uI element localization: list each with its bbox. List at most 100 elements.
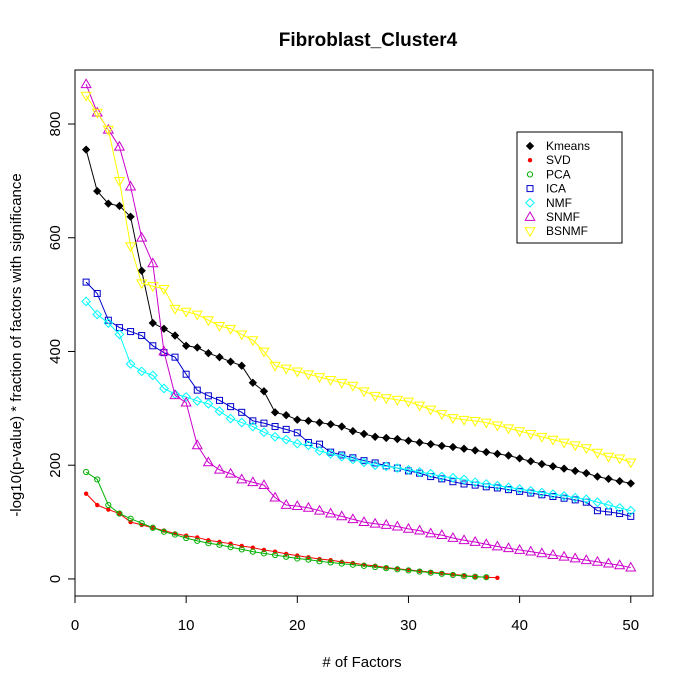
data-point <box>436 471 447 482</box>
x-axis: 0 10 20 30 40 50 <box>71 596 639 634</box>
data-point <box>191 439 203 450</box>
data-point <box>372 563 379 571</box>
data-point <box>503 482 514 493</box>
data-point <box>569 441 581 452</box>
legend-item: BSNMF <box>524 224 588 238</box>
data-point <box>580 444 592 455</box>
data-point <box>236 473 248 484</box>
series-line <box>85 95 631 463</box>
data-point <box>260 419 268 427</box>
data-point <box>449 571 457 579</box>
legend-label: BSNMF <box>546 224 588 238</box>
data-point <box>493 484 501 492</box>
data-point <box>380 518 392 529</box>
data-point <box>106 507 111 512</box>
x-tick-label: 20 <box>289 617 306 634</box>
data-point <box>93 289 101 297</box>
data-point <box>214 406 225 417</box>
data-point <box>414 467 425 477</box>
data-point <box>470 477 481 488</box>
data-point <box>136 366 147 377</box>
data-point <box>548 462 558 471</box>
legend-label: SVD <box>546 153 571 167</box>
y-tick-label: 200 <box>47 453 64 478</box>
data-point <box>459 444 469 453</box>
legend-item: Kmeans <box>525 139 590 153</box>
data-point <box>559 464 569 473</box>
data-point <box>171 353 179 361</box>
data-point <box>336 378 348 389</box>
data-point <box>103 318 114 328</box>
data-point <box>204 349 213 358</box>
data-point <box>559 491 569 501</box>
data-point <box>213 321 226 332</box>
x-tick-label: 30 <box>400 617 417 634</box>
series-ica <box>82 278 635 520</box>
data-point <box>383 565 390 572</box>
data-point <box>369 391 381 402</box>
data-point <box>138 332 146 340</box>
y-tick-label: 600 <box>47 225 64 250</box>
data-point <box>113 176 126 187</box>
y-axis: 0 200 400 600 800 <box>47 112 75 583</box>
data-point <box>247 476 259 487</box>
data-point <box>91 108 103 119</box>
data-point <box>480 538 492 549</box>
data-point <box>593 507 601 515</box>
data-point <box>527 489 535 497</box>
data-point <box>502 424 515 435</box>
data-point <box>349 561 356 568</box>
data-point <box>293 415 302 424</box>
data-point <box>282 425 290 433</box>
x-tick-label: 0 <box>71 617 79 634</box>
data-point <box>460 480 468 488</box>
data-point <box>138 520 145 527</box>
legend-item: ICA <box>526 182 566 196</box>
legend-item: NMF <box>525 196 572 210</box>
data-point <box>148 318 157 328</box>
data-point <box>569 552 581 563</box>
data-point <box>327 559 334 566</box>
series-kmeans <box>81 145 635 488</box>
series-snmf <box>80 78 637 572</box>
data-point <box>438 475 446 483</box>
data-point <box>302 501 315 512</box>
data-point <box>304 416 313 426</box>
data-point <box>313 373 326 384</box>
data-point <box>338 560 345 567</box>
data-point <box>514 484 525 495</box>
data-point <box>280 499 292 509</box>
data-point <box>592 497 603 508</box>
data-point <box>114 329 125 340</box>
series-line <box>85 84 631 569</box>
data-point <box>359 457 369 468</box>
series-layer <box>80 78 637 581</box>
data-point <box>526 457 535 466</box>
data-point <box>236 417 247 428</box>
data-point <box>271 551 279 559</box>
data-point <box>570 492 581 503</box>
data-point <box>192 396 203 406</box>
data-point <box>124 242 137 253</box>
data-point <box>227 543 234 551</box>
data-point <box>247 336 259 347</box>
data-point <box>224 324 237 335</box>
data-point <box>258 347 270 358</box>
data-point <box>538 491 546 499</box>
data-point <box>293 429 301 437</box>
data-point <box>191 310 203 321</box>
data-point <box>616 510 624 518</box>
data-point <box>81 296 92 307</box>
data-point <box>358 387 370 398</box>
data-point <box>227 403 235 411</box>
data-point <box>502 542 515 553</box>
data-point <box>402 397 415 408</box>
data-point <box>458 415 470 426</box>
data-point <box>324 376 337 386</box>
data-point <box>469 416 481 427</box>
data-point <box>124 180 137 191</box>
data-point <box>238 408 246 416</box>
x-tick-label: 40 <box>511 617 528 634</box>
